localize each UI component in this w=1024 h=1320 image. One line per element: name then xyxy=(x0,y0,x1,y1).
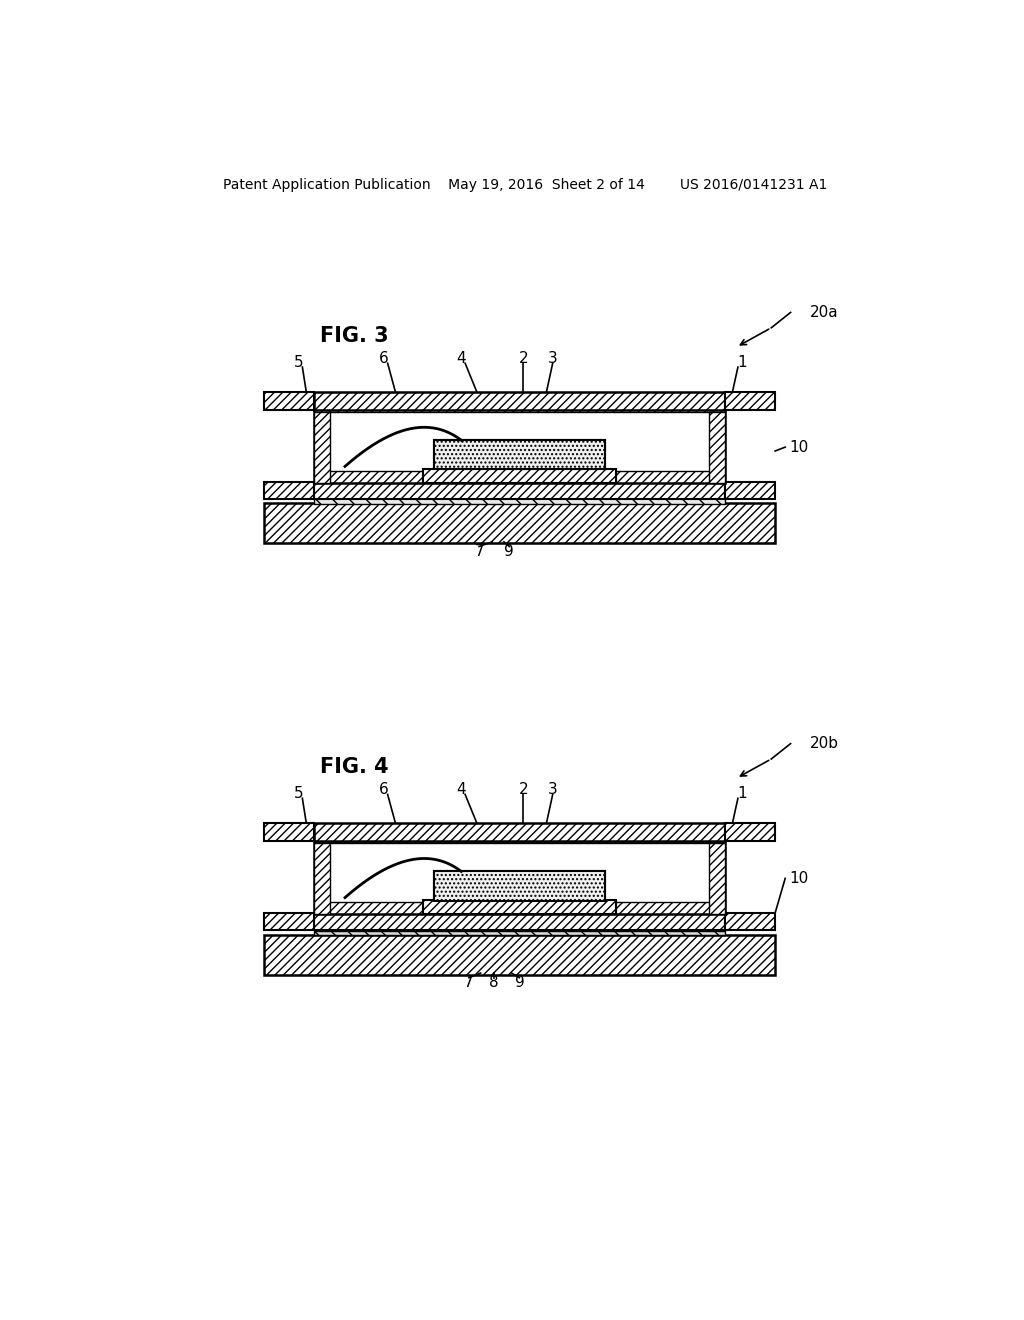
Bar xyxy=(725,392,775,411)
Bar xyxy=(434,871,604,900)
Text: 8: 8 xyxy=(489,974,499,990)
Text: 4: 4 xyxy=(457,351,466,366)
Text: 5: 5 xyxy=(294,355,303,370)
Bar xyxy=(314,913,725,929)
Text: 9: 9 xyxy=(514,974,524,990)
Text: 3: 3 xyxy=(548,351,558,366)
Text: 1: 1 xyxy=(737,355,748,370)
Bar xyxy=(710,412,725,483)
Bar xyxy=(263,913,314,929)
Bar xyxy=(434,871,604,900)
Bar xyxy=(434,441,604,470)
Bar xyxy=(263,482,314,499)
Bar xyxy=(263,392,314,411)
Text: 7: 7 xyxy=(464,974,474,990)
Text: 2: 2 xyxy=(518,351,528,366)
Bar xyxy=(423,469,616,483)
Text: 1: 1 xyxy=(737,787,748,801)
Text: 20a: 20a xyxy=(810,305,839,319)
Bar xyxy=(314,841,725,913)
Bar xyxy=(434,441,604,470)
Text: 2: 2 xyxy=(518,783,528,797)
Bar xyxy=(263,503,775,544)
Bar xyxy=(725,822,775,841)
Text: FIG. 3: FIG. 3 xyxy=(321,326,389,346)
Text: 5: 5 xyxy=(294,787,303,801)
Bar xyxy=(263,822,314,841)
Bar xyxy=(423,469,616,483)
Text: 3: 3 xyxy=(548,783,558,797)
Bar xyxy=(725,482,775,499)
Text: 6: 6 xyxy=(379,783,389,797)
Bar xyxy=(423,900,616,913)
Bar xyxy=(314,392,725,411)
Bar xyxy=(314,822,725,841)
Text: 4: 4 xyxy=(457,783,466,797)
Bar xyxy=(314,843,330,913)
Text: Patent Application Publication    May 19, 2016  Sheet 2 of 14        US 2016/014: Patent Application Publication May 19, 2… xyxy=(222,178,827,193)
Text: 10: 10 xyxy=(790,440,808,454)
Text: 20b: 20b xyxy=(810,737,839,751)
Bar xyxy=(314,931,725,936)
Bar xyxy=(725,913,775,929)
Bar xyxy=(423,900,616,913)
Text: FIG. 4: FIG. 4 xyxy=(321,756,389,776)
Bar xyxy=(314,409,725,483)
Bar xyxy=(263,935,775,974)
Bar xyxy=(314,482,725,499)
Bar xyxy=(314,498,725,504)
Text: 6: 6 xyxy=(379,351,389,366)
Bar xyxy=(326,843,713,903)
Bar xyxy=(326,412,713,471)
Text: 10: 10 xyxy=(790,871,808,886)
Text: 9: 9 xyxy=(505,544,514,558)
Text: 7: 7 xyxy=(474,544,484,558)
Bar xyxy=(314,412,330,483)
Bar xyxy=(710,843,725,913)
